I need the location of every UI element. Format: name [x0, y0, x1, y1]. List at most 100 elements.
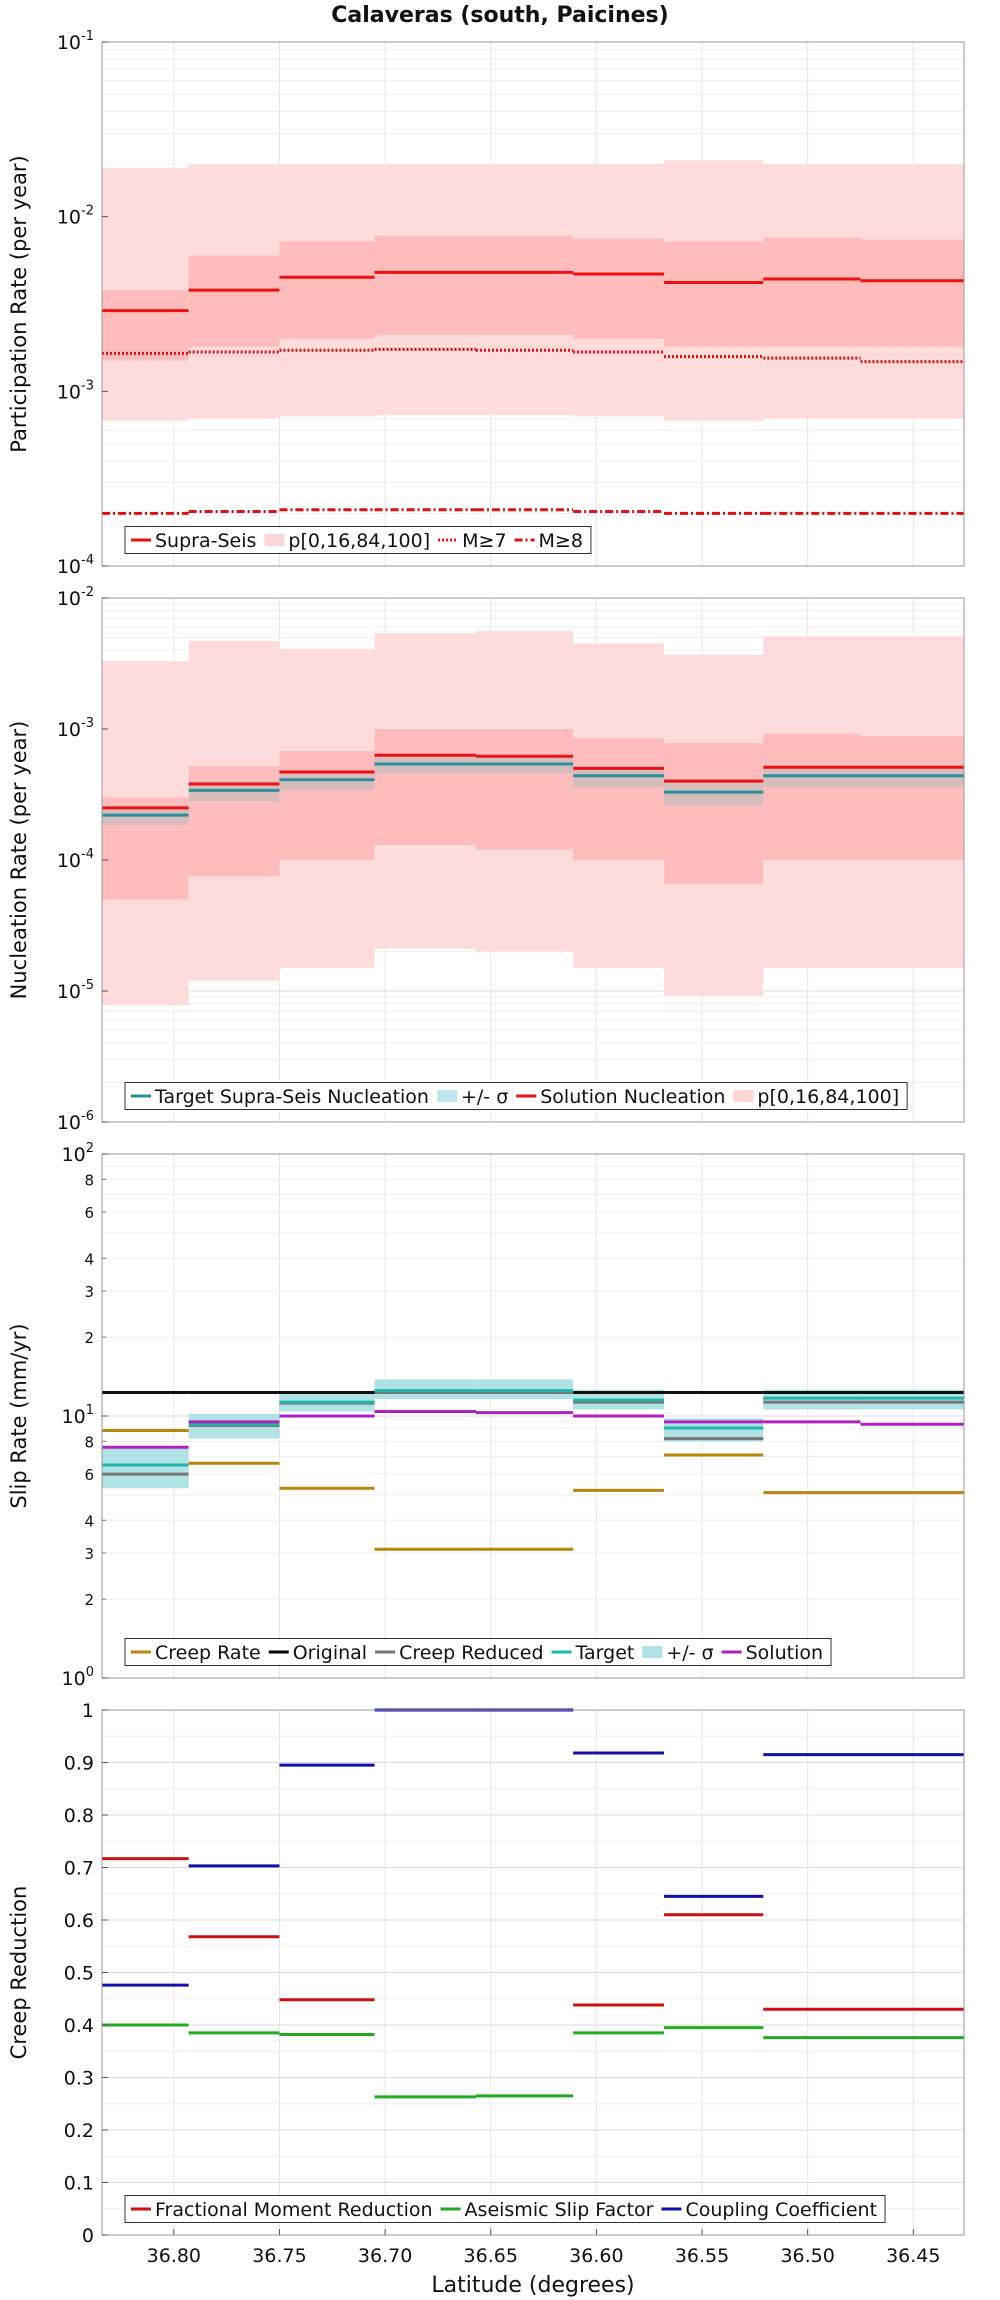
series-aseismic-slip-factor — [102, 2023, 964, 2099]
series-m-8 — [102, 508, 964, 515]
chart-title: Calaveras (south, Paicines) — [331, 3, 668, 28]
band-segment — [279, 241, 375, 339]
legend-entry: Coupling Coefficient — [661, 2199, 877, 2221]
panel-slip: 102 101 100 2 3 4 6 8 2 3 4 6 8 Slip Rate (mm/yr) Cree… — [7, 1141, 965, 1690]
series-solution-nucleation — [102, 753, 964, 810]
legend-entry: Creep Rate — [131, 1642, 261, 1664]
x-tick-label: 36.50 — [780, 2245, 834, 2267]
band-0 — [102, 1379, 964, 1489]
series-creep-rate — [102, 1429, 964, 1551]
legend-swatch — [264, 534, 285, 546]
legend-box — [124, 526, 592, 554]
x-tick-label: 36.70 — [358, 2245, 412, 2267]
y-tick-label: 10-6 — [57, 1109, 94, 1134]
legend-entry: Supra-Seis — [131, 530, 256, 552]
y-tick-labels: 10-1 10-2 10-3 10-4 — [57, 29, 108, 578]
y-minor-tick-label: 8 — [84, 1433, 94, 1451]
plot-frame — [101, 41, 965, 567]
y-tick-label: 102 — [62, 1141, 94, 1166]
legend-label: Supra-Seis — [155, 530, 256, 552]
band-segment — [475, 729, 574, 850]
legend-entry: p[0,16,84,100] — [733, 1086, 899, 1108]
y-minor-tick-label: 4 — [84, 1512, 94, 1530]
y-tick-label: 0.3 — [64, 2068, 94, 2090]
panel-participation: 10-1 10-2 10-3 10-4 Participation Rate (per … — [7, 29, 965, 578]
legend-box — [124, 2195, 886, 2223]
legend-label: +/- σ — [461, 1086, 508, 1108]
y-tick-label: 0 — [82, 2225, 94, 2247]
panel-creep: 0 0.1 0.2 0.3 0.4 0.5 0.6 0.7 0.8 0.9 1 Creep Reduc… — [7, 1700, 965, 2247]
series-supra-seis — [102, 270, 964, 313]
legend-label: Creep Reduced — [399, 1642, 543, 1664]
y-minor-tick-label: 4 — [84, 1250, 94, 1268]
legend-entry: Aseismic Slip Factor — [440, 2199, 654, 2221]
y-tick-label: 1 — [82, 1700, 94, 1722]
legend: Supra-Seis p[0,16,84,100] M≥7 M≥8 — [124, 526, 592, 554]
y-axis-label: Creep Reduction — [7, 1886, 31, 2060]
y-tick-label: 10-4 — [57, 553, 94, 578]
y-tick-label: 10-4 — [57, 847, 94, 872]
legend-entry: Fractional Moment Reduction — [131, 2199, 433, 2221]
y-minor-tick-label: 3 — [84, 1283, 94, 1301]
legend-label: Solution — [746, 1642, 823, 1664]
band-segment — [663, 743, 764, 885]
band-segment — [102, 1447, 189, 1489]
panel-nucleation: 10-2 10-3 10-4 10-5 10-6 Nucleation Rate (per… — [7, 585, 965, 1134]
band-segment — [763, 733, 861, 860]
legend-entry: +/- σ — [642, 1642, 714, 1664]
legend-box — [124, 1638, 832, 1666]
legend-label: M≥7 — [462, 530, 506, 552]
y-minor-tick-label: 6 — [84, 1204, 94, 1222]
band-segment — [573, 738, 664, 860]
legend-label: Coupling Coefficient — [685, 2199, 877, 2221]
legend-label: Aseismic Slip Factor — [465, 2199, 654, 2221]
y-tick-label: 10-3 — [57, 378, 94, 403]
legend-label: Target — [575, 1642, 635, 1664]
y-tick-label: 0.2 — [64, 2120, 94, 2142]
x-tick-label: 36.55 — [675, 2245, 729, 2267]
band-segment — [663, 241, 764, 347]
x-tick-label: 36.45 — [886, 2245, 940, 2267]
y-tick-label: 0.8 — [64, 1805, 94, 1827]
band-segment — [102, 290, 189, 361]
legend-label: Creep Rate — [155, 1642, 261, 1664]
legend-entry: p[0,16,84,100] — [264, 530, 430, 552]
legend-label: Fractional Moment Reduction — [155, 2199, 433, 2221]
legend-label: p[0,16,84,100] — [757, 1086, 899, 1108]
chart-panels: 10-1 10-2 10-3 10-4 Participation Rate (per … — [7, 29, 965, 2247]
y-minor-tick-label: 6 — [84, 1466, 94, 1484]
legend-entry: M≥8 — [514, 530, 583, 552]
x-axis: 36.80 36.75 36.70 36.65 36.60 36.55 36.50 36.45… — [147, 2229, 940, 2298]
legend-label: Solution Nucleation — [540, 1086, 725, 1108]
series-target — [102, 1389, 964, 1467]
band-segment — [279, 750, 375, 860]
y-axis-label: Nucleation Rate (per year) — [7, 721, 31, 1000]
y-tick-label: 0.1 — [64, 2173, 94, 2195]
y-tick-labels: 10-2 10-3 10-4 10-5 10-6 — [57, 585, 108, 1134]
series-fractional-moment-reduction — [102, 1857, 964, 2011]
legend-label: p[0,16,84,100] — [288, 530, 430, 552]
y-tick-label: 10-1 — [57, 29, 94, 54]
x-tick-label: 36.65 — [464, 2245, 518, 2267]
y-minor-tick-label: 2 — [84, 1591, 94, 1609]
y-tick-label: 0.6 — [64, 1910, 94, 1932]
y-tick-labels: 102 101 100 2 3 4 6 8 2 3 4 6 8 — [62, 1141, 108, 1690]
legend: Target Supra-Seis Nucleation +/- σ Solutio… — [124, 1082, 908, 1110]
y-tick-label: 0.7 — [64, 1858, 94, 1880]
y-tick-label: 10-3 — [57, 716, 94, 741]
legend-box — [124, 1082, 908, 1110]
x-axis-label: Latitude (degrees) — [431, 2273, 634, 2298]
y-tick-label: 101 — [62, 1403, 94, 1428]
series-solution — [102, 1410, 964, 1449]
y-tick-label: 10-2 — [57, 204, 94, 229]
legend-entry: Target — [551, 1642, 635, 1664]
band-segment — [860, 239, 964, 347]
legend-swatch — [733, 1090, 754, 1102]
legend-entry: Solution — [721, 1642, 823, 1664]
legend-entry: +/- σ — [436, 1086, 508, 1108]
band-segment — [860, 736, 964, 860]
legend-swatch — [642, 1646, 663, 1658]
y-tick-label: 0.9 — [64, 1753, 94, 1775]
band-segment — [475, 235, 574, 336]
